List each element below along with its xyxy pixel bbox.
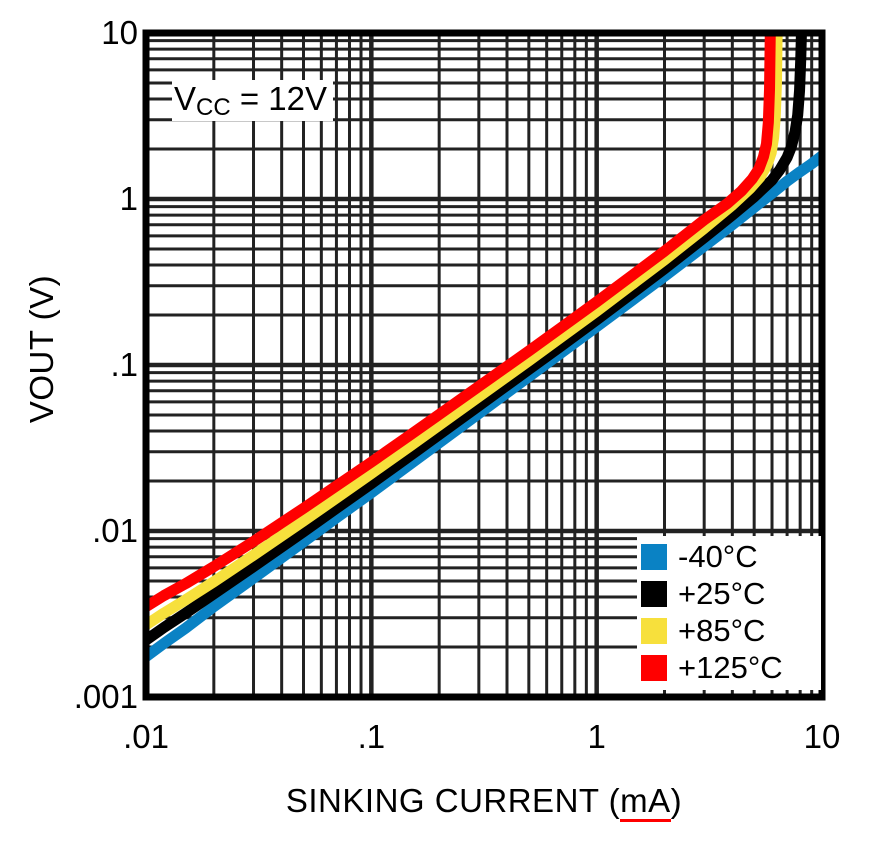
series-line (148, 35, 783, 630)
y-axis-tick-label: 1 (119, 180, 138, 217)
legend-item-label: -40°C (678, 539, 758, 574)
y-axis-tick-label: .1 (110, 346, 138, 383)
legend-color-swatch (641, 543, 667, 570)
plot-frame (142, 29, 826, 701)
grid-major-lines (148, 35, 820, 695)
legend-item-label: +25°C (678, 576, 766, 611)
series-line (148, 35, 776, 612)
annotation-prefix: V (174, 80, 197, 117)
x-axis-tick-label: 10 (803, 718, 841, 755)
legend-item-label: +85°C (678, 613, 766, 648)
data-series-layer (148, 35, 820, 662)
legend-color-swatch (641, 617, 667, 644)
y-axis-tick-label: .001 (73, 678, 138, 715)
x-axis-tick-label: .01 (123, 718, 169, 755)
legend-item-label: +125°C (678, 650, 783, 685)
x-axis-title: SINKING CURRENT (mA) (146, 782, 822, 822)
misspelled-word: mA (620, 782, 671, 822)
legend-item: +125°C (641, 649, 817, 686)
annotation-vcc: VCC = 12V (172, 80, 334, 121)
y-axis-tick-label: 10 (101, 14, 138, 51)
legend-item: -40°C (641, 538, 817, 575)
legend: -40°C +25°C +85°C +125°C (637, 536, 821, 690)
y-axis-tick-label: .01 (92, 512, 138, 549)
series-line (148, 35, 807, 646)
legend-color-swatch (641, 580, 667, 607)
annotation-suffix: = 12V (230, 80, 328, 117)
annotation-subscript: CC (196, 94, 231, 121)
legend-item: +85°C (641, 612, 817, 649)
legend-color-swatch (641, 654, 667, 681)
x-axis-tick-label: 1 (587, 718, 606, 755)
series-line (148, 150, 820, 662)
legend-item: +25°C (641, 575, 817, 612)
x-axis-tick-label: .1 (357, 718, 386, 755)
x-axis-title-text: SINKING CURRENT (mA) (286, 782, 682, 822)
